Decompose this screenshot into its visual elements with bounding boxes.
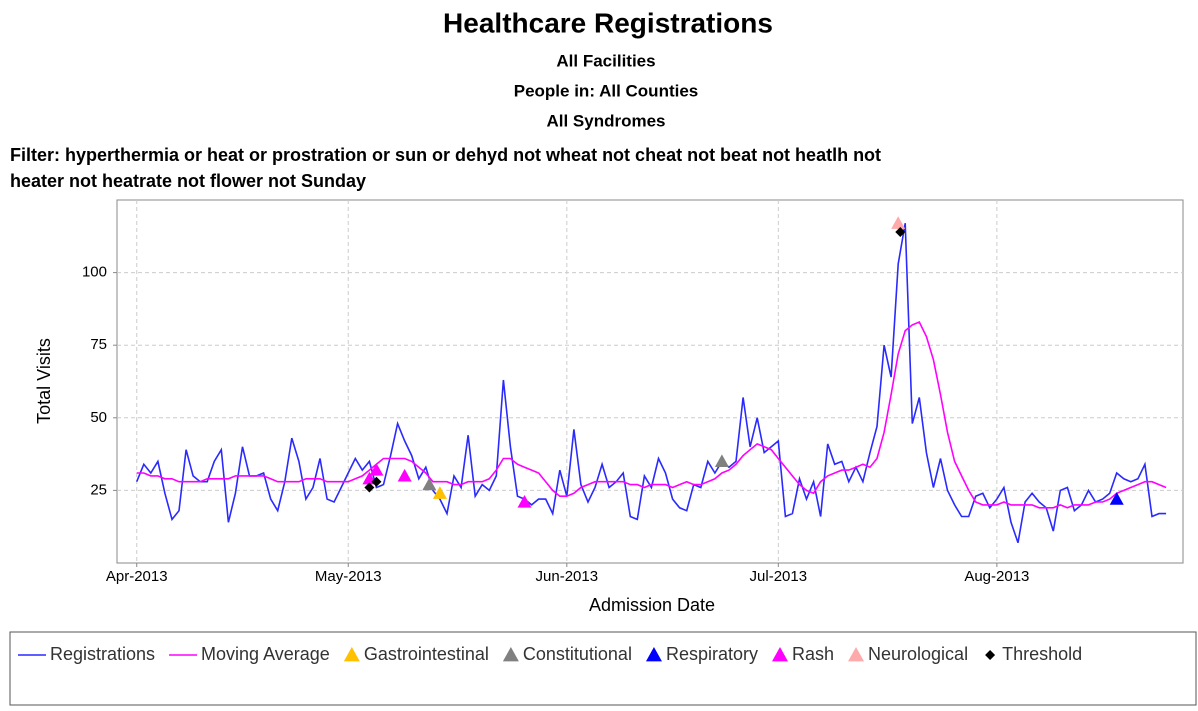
alert-marker: [369, 463, 384, 476]
alert-marker: [422, 477, 437, 491]
filter-text: Filter: hyperthermia or heat or prostrat…: [10, 145, 881, 165]
x-tick-label: Jun-2013: [536, 568, 599, 585]
legend-key: [343, 647, 360, 662]
threshold-marker: [364, 482, 375, 493]
alert-marker: [891, 216, 906, 229]
subtitle: People in: All Counties: [514, 81, 699, 100]
y-tick-label: 100: [82, 264, 107, 281]
alert-marker: [432, 486, 447, 499]
x-tick-label: Apr-2013: [106, 568, 168, 585]
legend-key: [985, 650, 996, 660]
x-tick-label: Jul-2013: [750, 568, 808, 585]
legend-label: Respiratory: [666, 644, 758, 664]
x-tick-label: Aug-2013: [964, 568, 1029, 585]
legend-label: Registrations: [50, 644, 155, 664]
legend-label: Gastrointestinal: [364, 644, 489, 664]
alert-marker: [517, 495, 532, 508]
legend-label: Neurological: [868, 644, 968, 664]
y-tick-label: 25: [90, 481, 107, 498]
legend-label: Rash: [792, 644, 834, 664]
y-axis-label: Total Visits: [34, 338, 54, 424]
legend-label: Threshold: [1002, 644, 1082, 664]
legend-key: [645, 647, 662, 662]
x-axis-label: Admission Date: [589, 595, 715, 615]
series-line: [136, 320, 1167, 509]
alert-marker: [714, 454, 729, 467]
legend-box: [9, 631, 1197, 706]
subtitle: All Facilities: [556, 51, 655, 70]
threshold-marker: [371, 476, 382, 487]
filter-text: heater not heatrate not flower not Sunda…: [10, 171, 366, 191]
series-line: [135, 223, 1167, 543]
legend-label: Constitutional: [523, 644, 632, 664]
legend-key: [848, 647, 865, 662]
legend-key: [502, 647, 519, 662]
y-tick-label: 50: [90, 409, 107, 426]
alert-marker: [1109, 492, 1124, 505]
legend-key: [771, 647, 788, 662]
alert-marker: [397, 468, 412, 482]
threshold-marker: [895, 226, 906, 237]
legend-label: Moving Average: [201, 644, 330, 664]
subtitle: All Syndromes: [546, 111, 665, 130]
x-tick-label: May-2013: [315, 568, 382, 585]
y-tick-label: 75: [90, 336, 107, 353]
chart-title: Healthcare Registrations: [443, 7, 773, 38]
